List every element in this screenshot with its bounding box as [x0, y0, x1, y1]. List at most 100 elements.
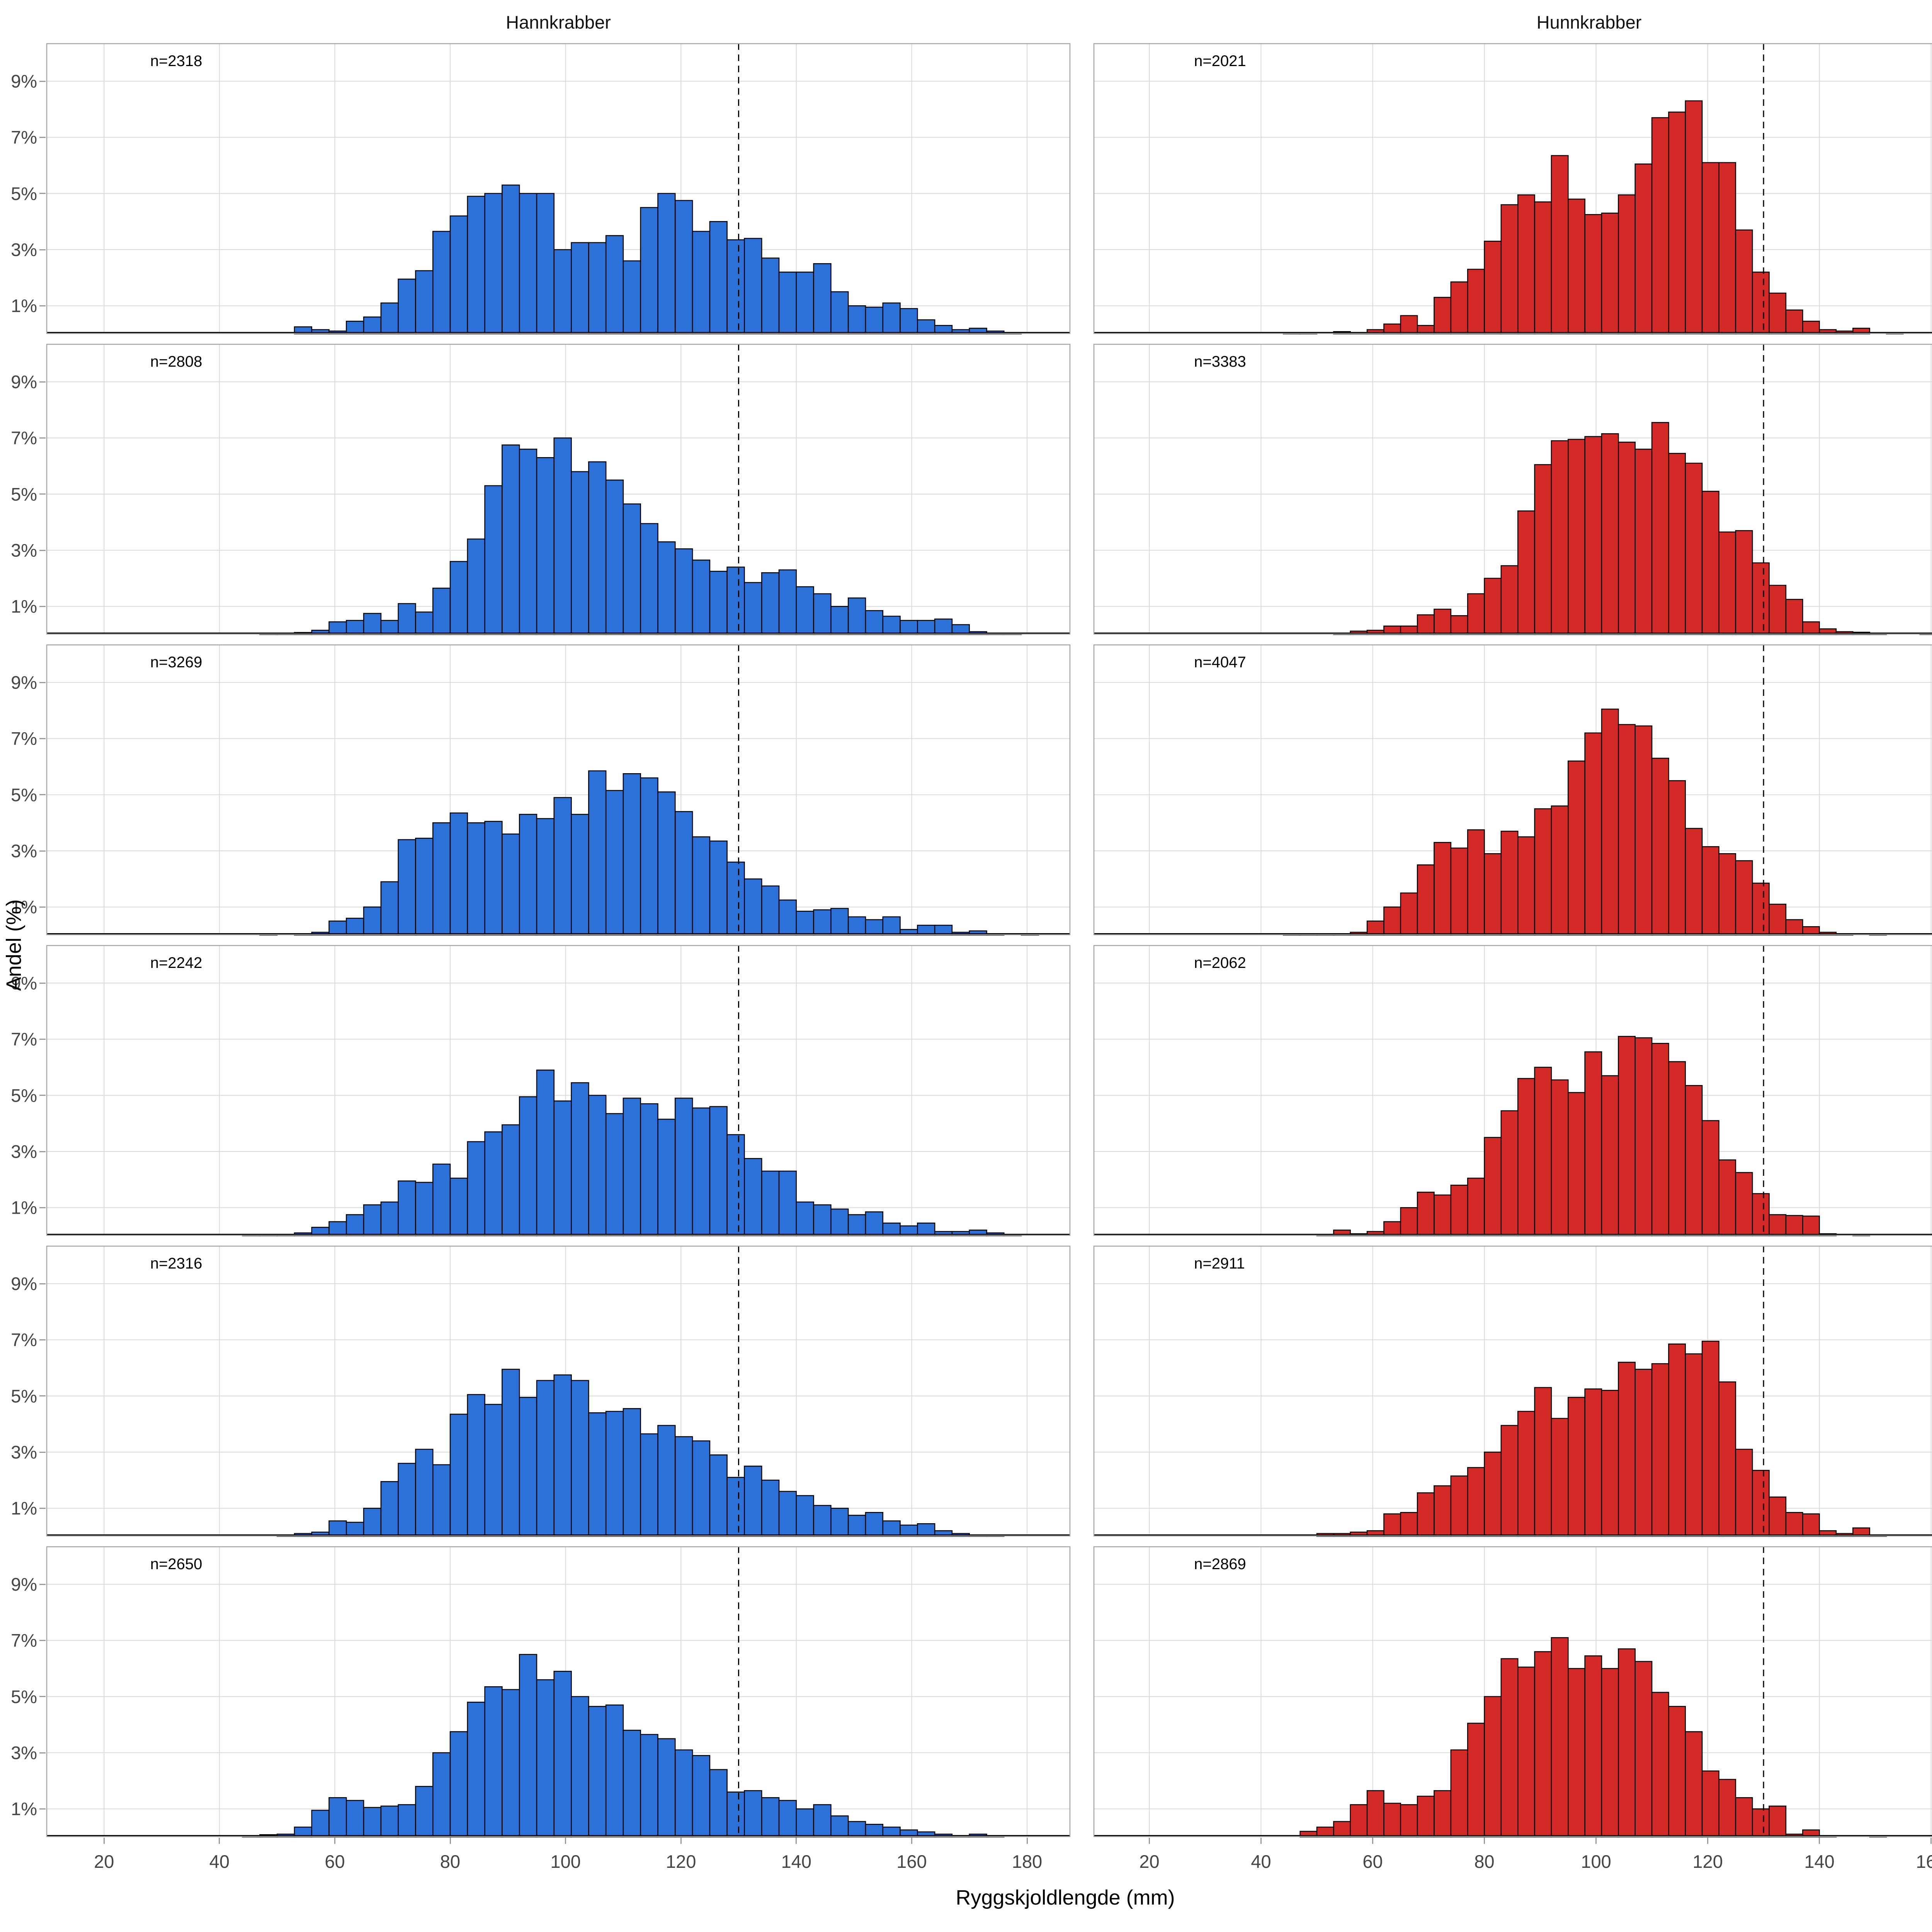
- histogram-bar: [1735, 860, 1753, 936]
- histogram-bar: [467, 822, 485, 936]
- y-tick-mark: [39, 1696, 46, 1697]
- histogram-bar: [1517, 1078, 1535, 1236]
- histogram-bar: [1634, 1369, 1653, 1537]
- histogram-bar: [1568, 1668, 1585, 1838]
- histogram-bar: [726, 1791, 745, 1838]
- histogram-bar: [830, 1208, 849, 1236]
- histogram-bar: [1551, 805, 1569, 936]
- histogram-bar: [1551, 1079, 1569, 1236]
- histogram-bar: [847, 305, 866, 335]
- histogram-bar: [761, 885, 780, 936]
- histogram-bar: [675, 811, 693, 936]
- histogram-bar: [398, 1804, 416, 1838]
- y-tick-label: 1%: [11, 1798, 37, 1819]
- histogram-bar: [692, 560, 711, 635]
- x-tick-label: 120: [666, 1851, 696, 1872]
- y-tick-mark: [39, 738, 46, 739]
- histogram-bar: [1450, 1475, 1468, 1537]
- histogram-bar: [1350, 1804, 1368, 1838]
- histogram-bar: [398, 1180, 416, 1236]
- histogram-bar: [519, 193, 537, 335]
- histogram-bar: [1584, 214, 1602, 335]
- panel-2024-male: n=2316: [46, 1245, 1071, 1537]
- histogram-bar: [363, 316, 382, 335]
- histogram-bar: [1450, 1749, 1468, 1838]
- histogram-bar: [1718, 1381, 1736, 1537]
- histogram-bar: [1534, 201, 1552, 335]
- histogram-bar: [1551, 440, 1569, 635]
- y-tick-mark: [39, 549, 46, 551]
- histogram-bar: [1450, 847, 1468, 936]
- histogram-bar: [1434, 297, 1452, 335]
- histogram-bar: [865, 1512, 884, 1537]
- histogram-bar: [467, 196, 485, 335]
- histogram-bar: [778, 569, 797, 635]
- histogram-bar: [640, 1433, 658, 1537]
- histogram-bar: [502, 833, 520, 936]
- sample-size-label: n=3269: [150, 654, 202, 671]
- y-tick-mark: [39, 437, 46, 439]
- histogram-bar: [675, 1436, 693, 1537]
- histogram-bar: [1500, 1110, 1519, 1236]
- histogram-bar: [1685, 1085, 1703, 1236]
- histogram-bar: [1634, 725, 1653, 936]
- histogram-bar: [830, 908, 849, 936]
- histogram-bar: [1467, 1467, 1485, 1537]
- histogram-bar: [1718, 531, 1736, 635]
- histogram-bar: [1785, 1215, 1803, 1236]
- histogram-bar: [1668, 1706, 1686, 1838]
- histogram-bar: [1500, 830, 1519, 936]
- histogram-bar: [502, 1689, 520, 1838]
- histogram-bar: [467, 1701, 485, 1838]
- x-tick-label: 180: [1012, 1851, 1043, 1872]
- x-tick-mark: [334, 1838, 335, 1844]
- histogram-bar: [1400, 892, 1418, 936]
- histogram-bar: [571, 471, 589, 635]
- histogram-bar: [1718, 1159, 1736, 1236]
- histogram-bar: [1634, 163, 1653, 335]
- x-tick-mark: [103, 1838, 105, 1844]
- histogram-bar: [796, 271, 814, 335]
- histogram-bar: [1601, 1389, 1619, 1537]
- x-tick-label: 60: [1362, 1851, 1383, 1872]
- histogram-bar: [1701, 162, 1719, 335]
- histogram-bar: [796, 1495, 814, 1537]
- histogram-bar: [380, 1481, 399, 1537]
- histogram-bar: [1467, 829, 1485, 936]
- histogram-bar: [571, 814, 589, 936]
- histogram-bar: [605, 790, 624, 936]
- histogram-bar: [432, 822, 451, 936]
- histogram-bar: [640, 777, 658, 936]
- histogram-bar: [346, 620, 364, 635]
- histogram-bar: [778, 1170, 797, 1236]
- sample-size-label: n=2911: [1194, 1255, 1245, 1272]
- histogram-bar: [813, 263, 832, 335]
- histogram-bar: [571, 1696, 589, 1838]
- histogram-bar: [605, 480, 624, 635]
- panel-border: [46, 945, 1071, 1236]
- histogram-bar: [640, 1103, 658, 1236]
- y-tick-label: 7%: [11, 1029, 37, 1049]
- sample-size-label: n=2869: [1194, 1556, 1246, 1573]
- histogram-bar: [1584, 1655, 1602, 1838]
- histogram-bar: [415, 1449, 434, 1537]
- histogram-bar: [432, 587, 451, 635]
- histogram-bar: [1769, 293, 1787, 335]
- x-tick-mark: [1149, 1838, 1150, 1844]
- x-tick-mark: [449, 1838, 451, 1844]
- histogram-bar: [1534, 1387, 1552, 1537]
- histogram-bar: [363, 1807, 382, 1838]
- y-tick-mark: [39, 1395, 46, 1397]
- histogram-bar: [484, 821, 503, 936]
- histogram-bar: [1651, 1043, 1669, 1236]
- histogram-bar: [726, 861, 745, 936]
- x-tick-label: 80: [1474, 1851, 1495, 1872]
- histogram-bar: [1568, 1397, 1585, 1537]
- sample-size-label: n=2318: [150, 53, 202, 70]
- histogram-bar: [467, 1394, 485, 1537]
- panel-2025-male: n=2650: [46, 1546, 1071, 1838]
- histogram-bar: [692, 1755, 711, 1838]
- y-tick-label: 5%: [11, 1386, 37, 1406]
- y-tick-mark: [39, 1808, 46, 1810]
- panel-2023-male: n=2242: [46, 945, 1071, 1236]
